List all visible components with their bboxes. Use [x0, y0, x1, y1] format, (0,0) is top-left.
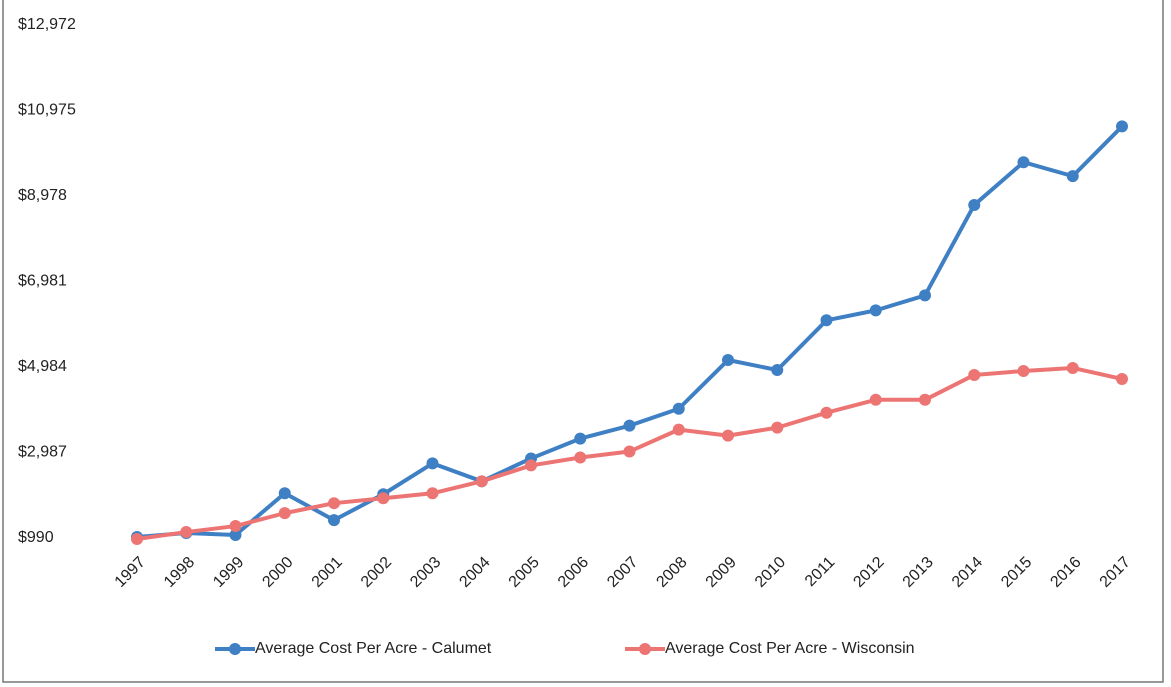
data-point [722, 354, 734, 367]
x-tick-label: 2004 [456, 554, 493, 591]
x-tick-label: 1998 [161, 554, 198, 591]
data-point [278, 507, 291, 520]
data-point [1116, 372, 1128, 385]
x-tick-label: 2014 [949, 554, 986, 591]
data-point [1066, 361, 1079, 374]
x-tick-label: 2015 [998, 554, 1035, 591]
data-point [426, 487, 439, 500]
x-tick-label: 2013 [900, 554, 937, 591]
x-tick-label: 1997 [112, 554, 149, 591]
x-tick-label: 2016 [1047, 554, 1084, 591]
data-point [1017, 364, 1030, 377]
x-tick-label: 2003 [407, 554, 444, 591]
data-point [771, 363, 784, 376]
x-tick-label: 2010 [752, 554, 789, 591]
data-point [1066, 170, 1079, 183]
legend-label: Average Cost Per Acre - Wisconsin [665, 640, 915, 657]
data-point [525, 459, 537, 472]
data-point [328, 514, 340, 527]
data-point [377, 492, 390, 505]
x-tick-label: 2006 [555, 554, 592, 591]
y-tick-label: $4,984 [18, 358, 67, 375]
x-tick-label: 2011 [802, 554, 838, 590]
data-point [1017, 156, 1030, 169]
x-tick-label: 2017 [1097, 554, 1134, 591]
series-line [136, 125, 1124, 540]
data-point [820, 406, 833, 419]
data-point [131, 532, 143, 545]
x-tick-label: 2009 [703, 554, 740, 591]
data-point [672, 402, 685, 415]
legend-label: Average Cost Per Acre - Calumet [255, 640, 492, 657]
y-tick-label: $12,972 [18, 16, 76, 33]
data-point [475, 475, 488, 488]
data-point [229, 529, 242, 542]
data-point [672, 423, 685, 436]
data-point [869, 393, 882, 406]
y-tick-label: $990 [18, 529, 54, 546]
x-tick-label: 2005 [506, 554, 543, 591]
x-tick-label: 1999 [210, 554, 247, 591]
legend-marker [229, 643, 241, 655]
data-point [574, 451, 587, 464]
data-point [722, 429, 734, 442]
y-tick-label: $6,981 [18, 273, 67, 290]
data-point [278, 487, 291, 500]
x-tick-label: 2008 [653, 554, 690, 591]
data-point [229, 520, 242, 533]
data-point [426, 457, 439, 470]
x-tick-label: 2001 [309, 554, 346, 591]
data-point [623, 445, 636, 458]
data-point [328, 497, 340, 510]
data-point [623, 419, 636, 432]
y-tick-label: $10,975 [18, 102, 76, 119]
data-point [919, 393, 931, 406]
y-tick-label: $8,978 [18, 187, 67, 204]
x-tick-label: 2000 [259, 554, 296, 591]
data-point [771, 421, 784, 434]
x-tick-label: 2007 [604, 554, 641, 591]
data-point [968, 198, 981, 211]
y-tick-label: $2,987 [18, 444, 67, 461]
data-point [919, 289, 931, 302]
data-point [968, 368, 981, 381]
data-point [1116, 120, 1128, 133]
data-point [869, 304, 882, 317]
data-point [180, 526, 193, 539]
data-point [574, 432, 587, 445]
legend-marker [639, 643, 651, 655]
data-point [820, 314, 833, 327]
x-tick-label: 2012 [850, 554, 887, 591]
x-tick-label: 2002 [358, 554, 395, 591]
